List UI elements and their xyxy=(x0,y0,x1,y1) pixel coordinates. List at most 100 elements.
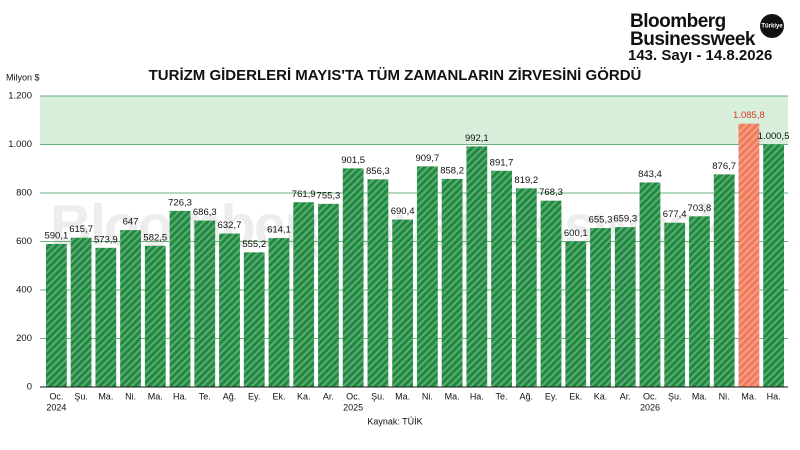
bar-hatch xyxy=(70,237,92,387)
value-label: 891,7 xyxy=(490,157,514,168)
bar-hatch xyxy=(416,166,438,387)
bar-hatch xyxy=(219,233,240,387)
x-tick-label: Ma. xyxy=(395,391,410,401)
bar-hatch xyxy=(713,174,735,387)
year-label: 2026 xyxy=(640,402,660,412)
bar-hatch xyxy=(392,219,414,387)
bar-hatch xyxy=(367,179,389,387)
x-tick-label: Ha. xyxy=(767,391,781,401)
bar-hatch xyxy=(664,222,686,387)
x-tick-label: Ma. xyxy=(445,391,460,401)
x-tick-label: Ma. xyxy=(148,391,163,401)
bar-hatch xyxy=(120,230,141,387)
x-tick-label: Oc. xyxy=(346,391,360,401)
value-label: 761,9 xyxy=(292,189,316,200)
bar-hatch xyxy=(169,210,191,387)
x-tick-label: Ni. xyxy=(719,391,730,401)
y-axis-label: Milyon $ xyxy=(6,72,40,82)
x-tick-label: Ha. xyxy=(470,391,484,401)
value-label: 858,2 xyxy=(440,165,464,176)
y-tick-label: 1.200 xyxy=(8,91,32,102)
x-tick-label: Te. xyxy=(496,391,508,401)
x-tick-label: Oc. xyxy=(643,391,657,401)
value-label: 726,3 xyxy=(168,197,192,208)
bar-hatch xyxy=(540,200,562,387)
value-label: 876,7 xyxy=(712,161,736,172)
x-tick-label: Ma. xyxy=(98,391,113,401)
value-label: 632,7 xyxy=(218,220,242,231)
value-label: 647 xyxy=(123,217,139,228)
bar-hatch xyxy=(614,227,636,387)
x-tick-label: Şu. xyxy=(668,391,682,401)
brand: Bloomberg xyxy=(630,11,726,32)
highlight-band xyxy=(40,96,788,145)
value-label: 768,3 xyxy=(539,187,563,198)
bar-hatch xyxy=(243,252,265,387)
issue: 143. Sayı - 14.8.2026 xyxy=(628,47,772,64)
value-label: 677,4 xyxy=(663,209,687,220)
value-label: 843,4 xyxy=(638,169,662,180)
x-tick-label: Ey. xyxy=(248,391,260,401)
bar-hatch xyxy=(95,247,117,387)
x-tick-label: Ağ. xyxy=(223,391,237,401)
value-label: 582,5 xyxy=(143,232,167,243)
value-label: 992,1 xyxy=(465,133,489,144)
value-label: 1.085,8 xyxy=(733,110,765,121)
bar-hatch xyxy=(763,144,785,387)
bar-hatch xyxy=(491,170,512,387)
source: Kaynak: TÜİK xyxy=(367,416,422,426)
badge: Türkiye xyxy=(761,24,783,30)
value-label: 659,3 xyxy=(613,214,637,225)
bar-hatch xyxy=(515,188,537,387)
value-label: 690,4 xyxy=(391,206,415,217)
x-tick-label: Ar. xyxy=(323,391,334,401)
x-tick-label: Ka. xyxy=(297,391,311,401)
chart-title: TURİZM GİDERLERİ MAYIS'TA TÜM ZAMANLARIN… xyxy=(149,67,642,84)
y-tick-label: 400 xyxy=(16,285,32,296)
year-label: 2024 xyxy=(46,402,66,412)
value-label: 590,1 xyxy=(44,230,68,241)
value-label: 901,5 xyxy=(341,155,365,166)
value-label: 600,1 xyxy=(564,228,588,239)
bar-hatch xyxy=(318,203,339,387)
bar-hatch xyxy=(194,220,216,387)
value-label: 686,3 xyxy=(193,207,217,218)
bar-hatch xyxy=(144,245,166,387)
y-tick-label: 1.000 xyxy=(8,139,32,150)
bar-hatch xyxy=(639,182,661,387)
y-tick-label: 600 xyxy=(16,236,32,247)
value-label: 655,3 xyxy=(589,215,613,226)
y-tick-label: 200 xyxy=(16,333,32,344)
value-label: 573,9 xyxy=(94,234,118,245)
value-label: 1.000,5 xyxy=(758,131,790,142)
bar-hatch xyxy=(466,146,488,387)
value-label: 819,2 xyxy=(514,175,538,186)
x-tick-label: Ha. xyxy=(173,391,187,401)
x-tick-label: Ma. xyxy=(692,391,707,401)
x-tick-label: Ni. xyxy=(422,391,433,401)
bar-hatch xyxy=(342,168,364,387)
bar-hatch xyxy=(689,216,710,387)
value-label: 614,1 xyxy=(267,225,291,236)
bar-hatch xyxy=(293,202,315,387)
bar-hatch xyxy=(738,123,760,388)
x-tick-label: Ma. xyxy=(741,391,756,401)
value-label: 755,3 xyxy=(317,190,341,201)
x-tick-label: Ek. xyxy=(272,391,285,401)
badge-circle xyxy=(760,14,784,38)
bar-hatch xyxy=(590,228,611,387)
value-label: 703,8 xyxy=(688,203,712,214)
x-tick-label: Te. xyxy=(199,391,211,401)
bar-hatch xyxy=(565,241,587,387)
value-label: 555,2 xyxy=(242,239,266,250)
value-label: 856,3 xyxy=(366,166,390,177)
x-tick-label: Ka. xyxy=(594,391,608,401)
x-tick-label: Ey. xyxy=(545,391,557,401)
x-tick-label: Oc. xyxy=(49,391,63,401)
x-tick-label: Şu. xyxy=(371,391,385,401)
bar-hatch xyxy=(45,243,67,387)
brand: Businessweek xyxy=(630,29,756,50)
value-label: 909,7 xyxy=(415,153,439,164)
x-tick-label: Ni. xyxy=(125,391,136,401)
